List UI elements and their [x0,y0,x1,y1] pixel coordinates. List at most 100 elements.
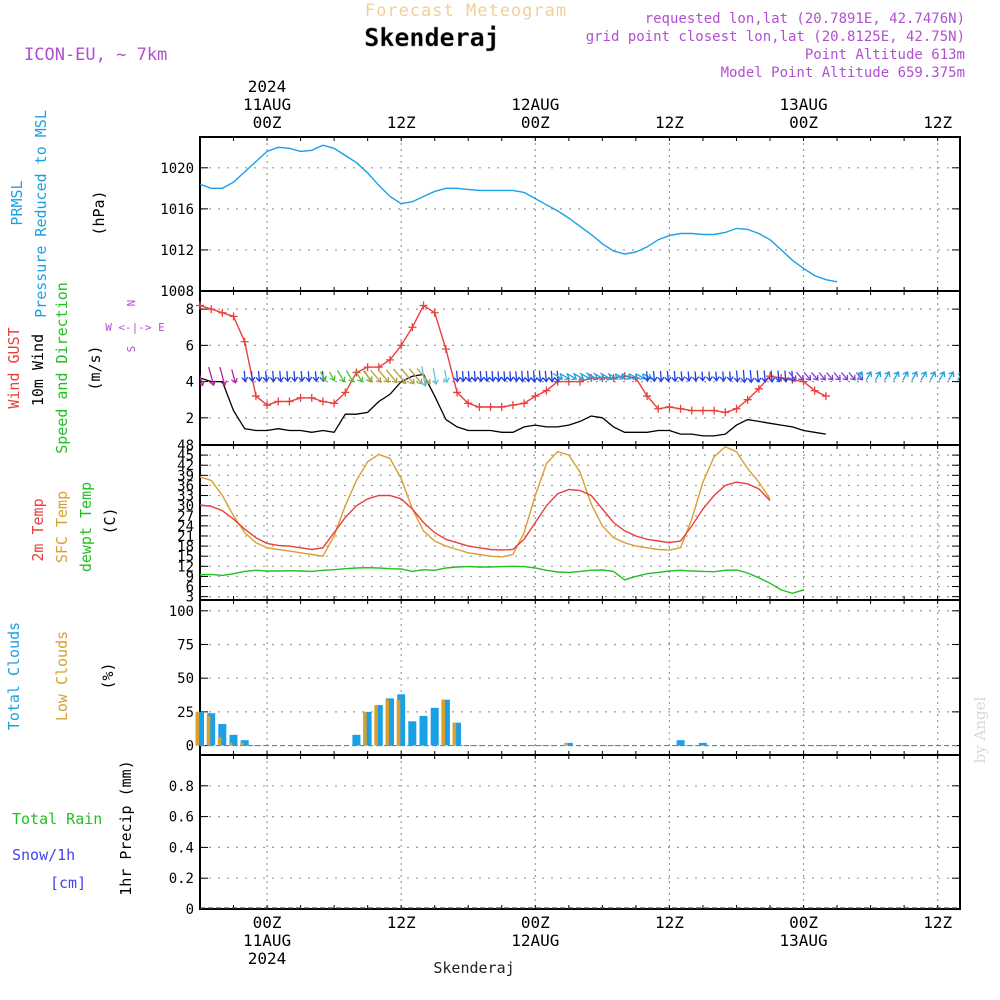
wind-direction-arrow [874,371,882,381]
gust-marker [307,393,316,402]
gust-marker [207,305,216,314]
model-altitude: Model Point Altitude 659.375m [721,65,965,81]
precip-legend-unit: [cm] [50,874,86,892]
y-tick-label: 6 [186,338,194,354]
wind-direction-arrow [726,371,734,382]
wind-direction-arrow [524,370,532,383]
wind-direction-arrow [657,371,665,383]
compass-we: W <-|-> E [105,321,165,334]
y-tick-label: 33 [177,489,194,505]
total-cloud-bar [363,711,372,746]
y-tick-label: 25 [177,705,194,721]
wind-direction-arrow [719,371,727,382]
ylabel-sfc: SFC Temp [53,491,71,563]
wind-direction-arrow [501,371,509,383]
y-tick-label: 100 [169,604,194,620]
y-tick-label: 6 [186,580,194,596]
yunit-clouds: (%) [99,662,117,689]
wind-direction-arrow [219,366,228,387]
wind-direction-arrow [248,371,256,383]
time-label-top: 12Z [387,113,416,132]
gust-marker [464,399,473,408]
y-tick-label: 1008 [160,284,194,300]
y-tick-label: 39 [177,468,194,484]
y-tick-label: 27 [177,509,194,525]
wind-direction-arrow [671,371,679,383]
gust-marker [497,402,506,411]
total-cloud-bar [207,713,216,746]
yunit-wind: (m/s) [86,345,104,390]
y-tick-label: 45 [177,448,194,464]
low-cloud-bar [363,711,367,746]
gust-marker [251,392,260,401]
total-cloud-bar [218,724,227,746]
total-cloud-bar [698,742,707,746]
time-label-bottom: 2024 [248,949,287,968]
yunit-pressure: (hPa) [90,190,108,235]
precip-legend-rain: Total Rain [12,810,102,828]
y-tick-label: 1016 [160,202,194,218]
wind-direction-arrow [902,371,909,381]
wind-direction-arrow [929,371,937,381]
wind-direction-arrow [848,372,856,381]
wind-direction-arrow [788,371,797,382]
pressure-line [200,144,838,283]
wind-direction-arrow [712,371,720,382]
low-cloud-bar [452,722,457,746]
total-cloud-bar [408,721,417,746]
wind-direction-arrow [796,371,804,381]
time-label-top: 12Z [655,113,684,132]
gust-marker [821,392,830,401]
time-label-top: 00Z [253,113,282,132]
gust-marker [386,355,394,364]
gust-marker [710,406,719,415]
low-cloud-bar [385,699,390,746]
wind-direction-arrow [705,371,713,382]
time-label-top: 13AUG [779,95,827,114]
wind-direction-arrow [269,370,277,383]
y-tick-label: 3 [186,590,194,606]
y-tick-label: 48 [177,438,194,454]
y-tick-label: 8 [186,302,194,318]
wind-direction-arrow [200,373,206,387]
gust-marker [453,388,462,397]
wind-direction-arrow [614,373,625,380]
wind-direction-arrow [782,370,790,383]
low-cloud-bar [441,699,445,746]
total-cloud-bar [419,715,428,746]
time-label-bottom: 12AUG [511,931,559,950]
ylabel-wind: 10m Wind [29,334,47,406]
wind-direction-arrow [495,371,503,383]
gust-marker [363,363,372,372]
wind-direction-arrow [319,371,327,382]
wind-direction-arrow [548,370,556,383]
wind-direction-arrow [530,370,538,383]
wind-direction-arrow [432,368,439,386]
gust-marker [508,401,517,410]
footer-location: Skenderaj [433,959,514,977]
y-tick-label: 1020 [160,161,194,177]
wind-direction-arrow [593,372,606,381]
time-label-bottom: 00Z [253,913,282,932]
wind-direction-arrow [512,371,520,383]
low-cloud-bar [240,742,244,746]
y-tick-label: 50 [177,671,194,687]
gust-marker [296,393,305,402]
gust-marker [542,386,551,395]
wind-direction-arrow [768,370,776,384]
wind-direction-arrow [262,371,270,383]
low-cloud-bar [564,742,568,746]
gust-marker [408,323,417,332]
wind-direction-arrow [312,371,320,383]
total-cloud-bar [229,734,238,746]
total-cloud-bar [676,740,685,746]
y-tick-label: 75 [177,637,194,653]
gust-marker [441,344,450,353]
wind-direction-arrow [678,371,686,382]
wind-direction-arrow [740,370,748,384]
wind-direction-arrow [572,372,585,381]
panel-frame-precip [199,754,961,910]
compass-s: S [125,346,138,353]
gust-marker [743,395,752,404]
wind-direction-arrow [566,372,578,381]
